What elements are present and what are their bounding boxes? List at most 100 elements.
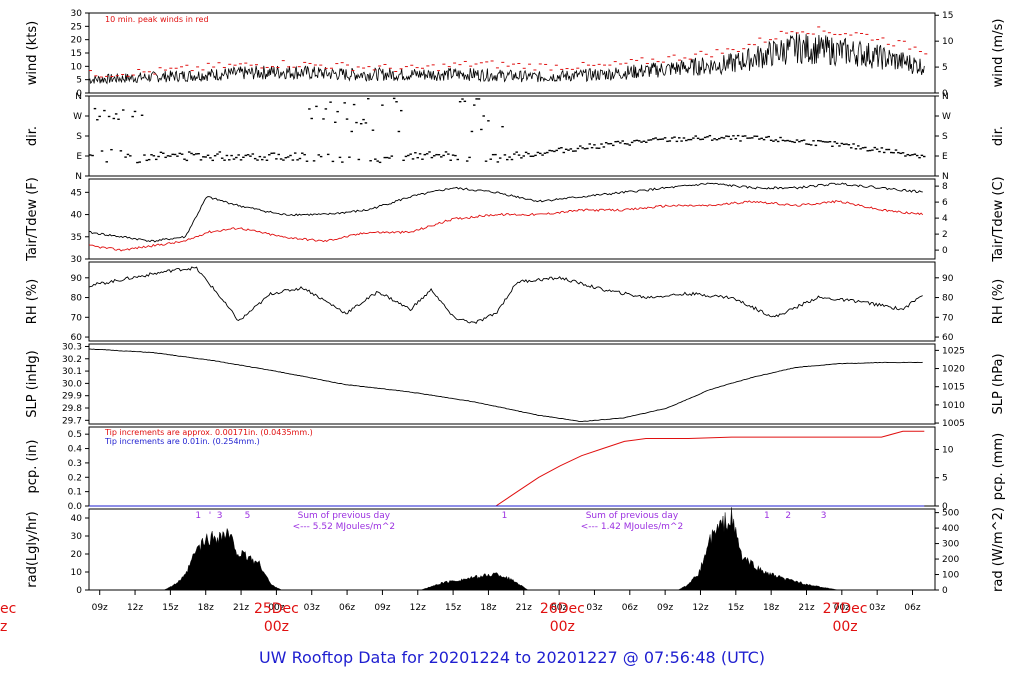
ytick-label-right-dir: N (942, 92, 949, 102)
ylabel-left-slp: SLP (inHg) (25, 350, 40, 418)
ytick-label-left-rh: 70 (71, 313, 83, 323)
day-mark-hour: 00z (264, 619, 289, 635)
xtick-label: 09z (374, 603, 390, 613)
ytick-label-left-wind: 30 (71, 9, 83, 19)
ylabel-right-slp: SLP (hPa) (991, 353, 1006, 414)
ytick-label-left-dir: N (75, 92, 82, 102)
ytick-label-right-temp: 0 (942, 246, 948, 256)
ytick-label-left-temp: 30 (71, 255, 83, 265)
wind-annotation: 10 min. peak winds in red (105, 15, 209, 24)
rh-line-series (88, 266, 923, 324)
ytick-label-right-rad: 200 (942, 555, 959, 565)
ytick-label-right-slp: 1005 (942, 419, 965, 429)
ytick-label-left-wind: 20 (71, 36, 83, 46)
ytick-label-left-pcp: 0.0 (68, 502, 83, 512)
ytick-label-left-pcp: 0.2 (68, 473, 82, 483)
ytick-label-right-dir: W (942, 112, 951, 122)
xtick-label: 06z (622, 603, 638, 613)
ytick-label-right-slp: 1015 (942, 383, 965, 393)
ytick-label-right-rad: 300 (942, 540, 959, 550)
ytick-label-left-rh: 80 (71, 294, 83, 304)
ytick-label-left-dir: W (73, 112, 82, 122)
ytick-label-right-temp: 2 (942, 230, 948, 240)
xtick-label: 09z (657, 603, 673, 613)
ytick-label-left-wind: 10 (71, 62, 83, 72)
ytick-label-left-slp: 29.9 (62, 392, 82, 402)
ytick-label-right-rh: 90 (942, 274, 954, 284)
ytick-label-left-wind: 0 (76, 89, 82, 99)
xtick-label: 12z (127, 603, 143, 613)
day-mark-date: 27Dec (823, 601, 868, 617)
ytick-label-left-slp: 30.0 (62, 379, 82, 389)
ytick-label-right-slp: 1010 (942, 401, 965, 411)
xtick-label: 06z (339, 603, 355, 613)
ytick-label-right-wind: 5 (942, 63, 948, 73)
xtick-label: 12z (410, 603, 426, 613)
radiation-sum-note-line2: <--- 5.52 MJoules/m^2 (293, 522, 395, 532)
panel-frame-rh (88, 261, 936, 342)
xtick-label: 21z (516, 603, 532, 613)
ytick-label-left-rh: 60 (71, 333, 83, 343)
ylabel-right-rad: rad (W/m^2) (991, 507, 1006, 592)
radiation-area-day-3 (677, 507, 839, 591)
radiation-marker: 3 (821, 511, 827, 521)
ytick-label-left-pcp: 0.5 (68, 430, 82, 440)
ytick-label-left-wind: 25 (71, 22, 82, 32)
ytick-label-right-rad: 400 (942, 524, 959, 534)
ytick-label-left-rad: 10 (71, 568, 83, 578)
ytick-label-left-temp: 45 (71, 188, 82, 198)
radiation-marker: 2 (785, 511, 791, 521)
ytick-label-left-pcp: 0.4 (68, 445, 83, 455)
footer-title: UW Rooftop Data for 20201224 to 20201227… (258, 648, 766, 667)
ytick-label-left-wind: 5 (76, 76, 82, 86)
ytick-label-right-wind: 15 (942, 11, 953, 21)
ytick-label-right-dir: N (942, 172, 949, 182)
ytick-label-left-dir: E (76, 152, 82, 162)
panel-frame-slp (88, 343, 936, 425)
xtick-label: 00z (268, 603, 284, 613)
xtick-label: 09z (92, 603, 108, 613)
ytick-label-left-slp: 30.2 (62, 355, 82, 365)
radiation-area-day-2 (420, 572, 529, 591)
ytick-label-right-slp: 1020 (942, 365, 965, 375)
radiation-marker: 5 (245, 511, 251, 521)
ylabel-left-pcp: pcp. (in) (25, 440, 40, 494)
xtick-label: 21z (798, 603, 814, 613)
ytick-label-right-rh: 80 (942, 294, 954, 304)
radiation-sum-note-line1: Sum of previous day (586, 511, 679, 521)
ytick-label-left-pcp: 0.3 (68, 459, 82, 469)
ytick-label-right-temp: 8 (942, 182, 948, 192)
day-mark-hour: 00z (832, 619, 857, 635)
radiation-marker: ' (209, 511, 211, 521)
radiation-marker: 1 (764, 511, 770, 521)
ytick-label-left-wind: 15 (71, 49, 82, 59)
ytick-label-right-rad: 0 (942, 586, 948, 596)
ytick-label-right-wind: 0 (942, 89, 948, 99)
xtick-label: 18z (480, 603, 496, 613)
ylabel-left-temp: Tair/Tdew (F) (25, 177, 40, 262)
ytick-label-left-temp: 40 (71, 211, 83, 221)
ytick-label-right-pcp: 5 (942, 474, 948, 484)
slp-line-series (88, 348, 923, 423)
ylabel-right-pcp: pcp. (mm) (991, 433, 1006, 500)
xtick-label: 15z (162, 603, 178, 613)
pcp-line-red (89, 430, 925, 507)
ytick-label-left-rad: 40 (71, 514, 83, 524)
ytick-label-right-rad: 100 (942, 571, 959, 581)
xtick-label: 03z (304, 603, 320, 613)
ytick-label-left-slp: 29.7 (62, 416, 82, 426)
ytick-label-right-rad: 500 (942, 509, 959, 519)
ytick-label-left-dir: N (75, 172, 82, 182)
ytick-label-right-rh: 70 (942, 313, 954, 323)
temp-line-tair (88, 182, 923, 243)
xtick-label: 18z (198, 603, 214, 613)
ytick-label-left-slp: 30.3 (62, 342, 82, 352)
radiation-marker: 3 (217, 511, 223, 521)
ytick-label-right-slp: 1025 (942, 346, 965, 356)
ytick-label-right-temp: 4 (942, 214, 948, 224)
ylabel-left-rh: RH (%) (25, 279, 40, 324)
radiation-marker: 1 (502, 511, 508, 521)
xtick-label: 18z (763, 603, 779, 613)
pcp-note-0: Tip increments are approx. 0.00171in. (0… (104, 428, 313, 437)
pcp-note-1: Tip increments are 0.01in. (0.254mm.) (104, 437, 260, 446)
